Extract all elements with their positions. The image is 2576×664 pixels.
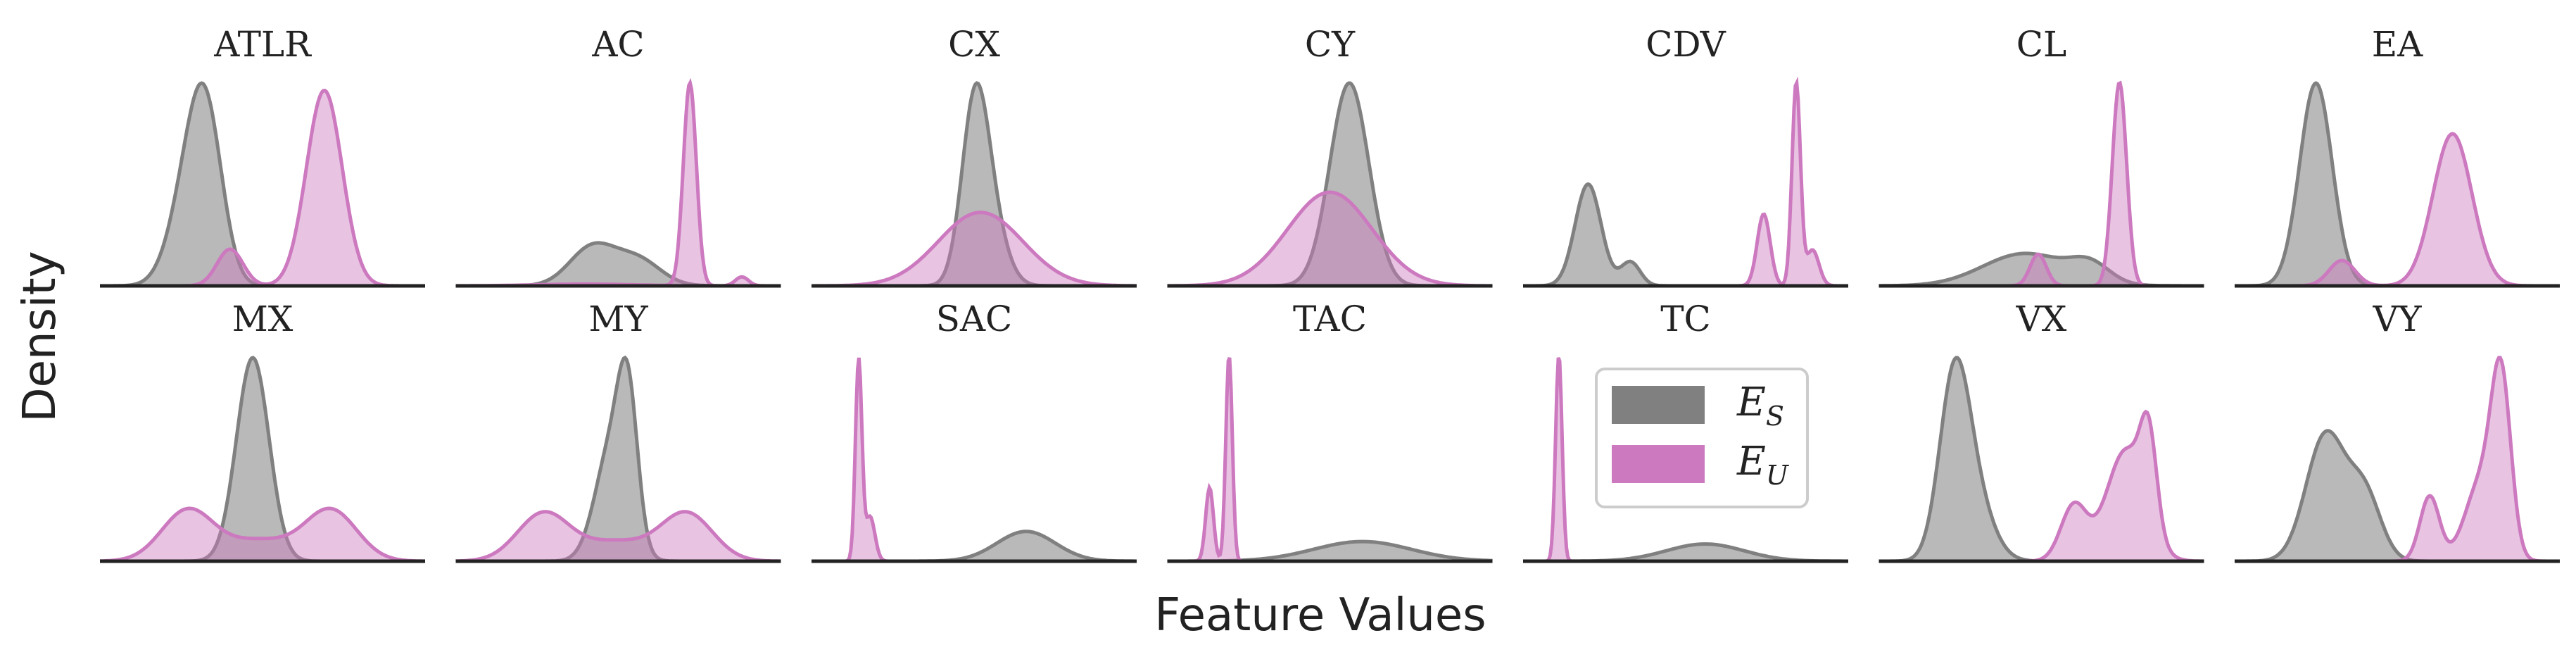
legend: ES EU	[1595, 368, 1809, 508]
density-line-u-cx	[812, 211, 1137, 288]
density-fill-s-cy	[1167, 83, 1493, 286]
panel-sac: SAC	[812, 299, 1137, 563]
density-fill-u-vy	[2235, 358, 2560, 561]
panel-title-ac: AC	[591, 24, 644, 65]
density-fill-u-atlr	[100, 90, 425, 286]
panel-title-cdv: CDV	[1646, 24, 1726, 65]
density-line-u-atlr	[100, 89, 425, 288]
x-axis-label: Feature Values	[1154, 589, 1486, 641]
density-line-s-ea	[2235, 81, 2560, 288]
density-fill-u-my	[455, 511, 781, 561]
density-fill-u-tc	[1523, 358, 1848, 561]
density-fill-s-ea	[2235, 83, 2560, 286]
density-line-u-cy	[1167, 190, 1493, 288]
density-line-s-atlr	[100, 81, 425, 288]
panel-title-tc: TC	[1660, 299, 1711, 339]
panel-title-sac: SAC	[936, 299, 1013, 339]
density-fill-u-mx	[100, 508, 425, 561]
panel-title-my: MY	[588, 299, 648, 339]
panel-title-cx: CX	[948, 24, 1000, 65]
panel-mx: MX	[99, 299, 425, 563]
density-line-u-mx	[99, 506, 425, 563]
panel-title-cl: CL	[2016, 24, 2066, 65]
legend-swatch-u	[1612, 445, 1705, 483]
density-fill-s-atlr	[100, 83, 425, 286]
panel-title-vx: VX	[2016, 299, 2067, 339]
panel-title-atlr: ATLR	[213, 24, 312, 65]
panel-vy: VY	[2235, 299, 2560, 563]
legend-swatch-s	[1612, 386, 1705, 424]
panel-title-vy: VY	[2372, 299, 2422, 339]
density-fill-s-cdv	[1523, 184, 1848, 286]
density-fill-s-cx	[812, 83, 1137, 286]
density-fill-u-cy	[1167, 192, 1493, 286]
density-fill-u-cx	[812, 212, 1137, 286]
y-axis-label: Density	[14, 251, 66, 422]
density-fill-s-ac	[455, 242, 781, 286]
panel-tc: TC	[1523, 299, 1848, 563]
panel-title-mx: MX	[232, 299, 293, 339]
panel-cy: CY	[1167, 24, 1493, 288]
density-fill-s-sac	[812, 531, 1137, 561]
density-line-u-cl	[1879, 80, 2204, 288]
density-line-u-my	[455, 510, 781, 563]
legend-label-u: EU	[1736, 439, 1790, 491]
legend-label-s: ES	[1736, 380, 1784, 432]
density-fill-s-vy	[2235, 430, 2560, 561]
density-fill-s-tac	[1167, 541, 1493, 561]
panel-vx: VX	[1879, 299, 2204, 563]
panel-cx: CX	[812, 24, 1137, 288]
panel-cdv: CDV	[1523, 24, 1848, 288]
panels-group: ATLR AC CX CY CDV CL EA MX MY SAC TAC TC VX VY	[99, 24, 2560, 563]
panel-cl: CL	[1879, 24, 2204, 288]
panel-title-cy: CY	[1305, 24, 1356, 65]
panel-title-tac: TAC	[1293, 299, 1367, 339]
density-fill-u-ea	[2235, 134, 2560, 286]
panel-ac: AC	[455, 24, 781, 288]
density-fill-s-mx	[100, 358, 425, 561]
density-line-u-tac	[1167, 357, 1493, 563]
density-fill-s-my	[455, 358, 781, 561]
density-fill-u-cdv	[1523, 83, 1848, 286]
panel-ea: EA	[2235, 24, 2560, 288]
panel-my: MY	[455, 299, 781, 563]
density-fill-u-cl	[1879, 83, 2204, 286]
density-fill-s-vx	[1879, 358, 2204, 561]
panel-tac: TAC	[1167, 299, 1493, 563]
panel-atlr: ATLR	[100, 24, 425, 288]
panel-title-ea: EA	[2372, 24, 2423, 65]
density-fill-u-vx	[1879, 411, 2204, 561]
